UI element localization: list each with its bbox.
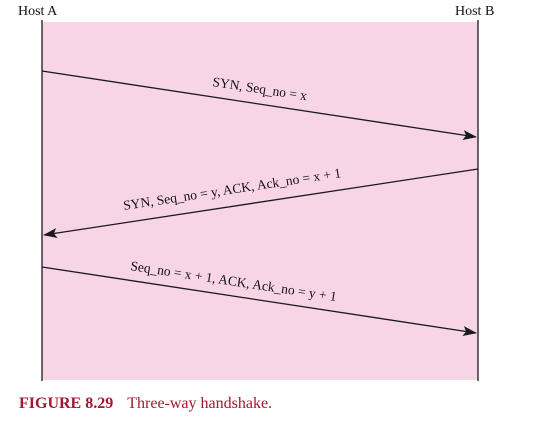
caption-figure-number: FIGURE 8.29 [19, 395, 114, 412]
message-arrow-3 [41, 266, 477, 336]
host-a-label: Host A [18, 4, 58, 19]
handshake-diagram: Host A Host B SYN, Seq_no = x SYN, Seq_n… [18, 4, 494, 381]
host-b-label: Host B [455, 4, 494, 19]
message-arrow-2 [43, 168, 479, 238]
figure-caption: FIGURE 8.29 Three-way handshake. [19, 395, 272, 413]
timeline-panel [42, 22, 478, 380]
message-arrow-1 [41, 70, 477, 140]
caption-title: Three-way handshake. [127, 395, 273, 412]
